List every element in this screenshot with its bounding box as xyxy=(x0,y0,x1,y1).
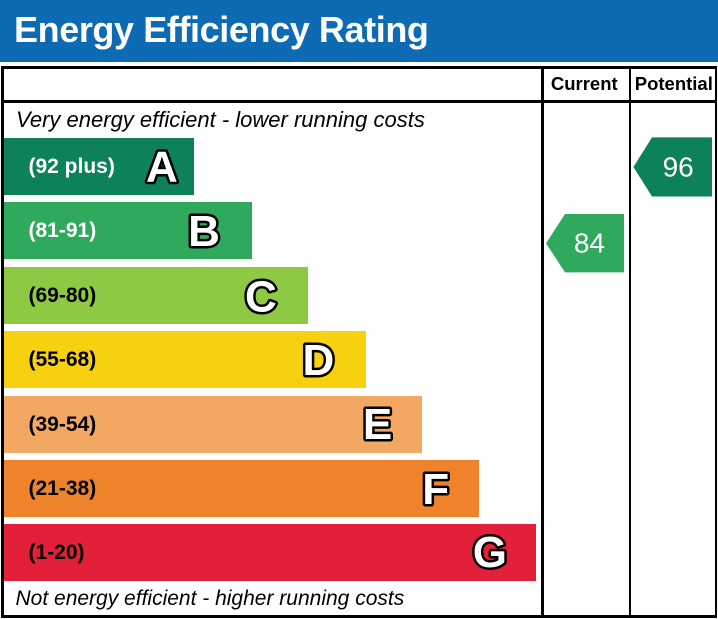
svg-text:96: 96 xyxy=(663,152,694,183)
svg-text:A: A xyxy=(146,142,178,191)
svg-text:C: C xyxy=(245,272,277,321)
svg-text:84: 84 xyxy=(574,227,605,258)
svg-text:G: G xyxy=(473,528,507,577)
svg-text:D: D xyxy=(303,336,335,385)
svg-text:F: F xyxy=(422,465,449,514)
svg-text:B: B xyxy=(188,207,220,256)
svg-text:E: E xyxy=(363,400,392,449)
